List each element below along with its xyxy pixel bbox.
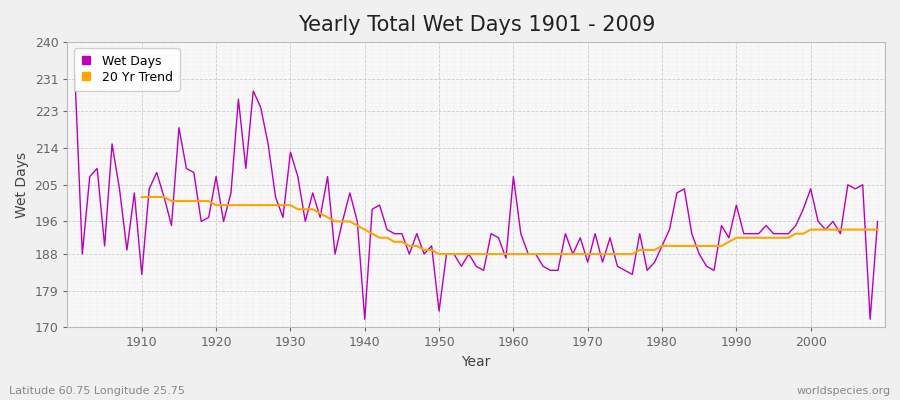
Title: Yearly Total Wet Days 1901 - 2009: Yearly Total Wet Days 1901 - 2009 (298, 15, 655, 35)
Legend: Wet Days, 20 Yr Trend: Wet Days, 20 Yr Trend (74, 48, 180, 91)
Text: worldspecies.org: worldspecies.org (796, 386, 891, 396)
X-axis label: Year: Year (462, 355, 490, 369)
Y-axis label: Wet Days: Wet Days (15, 152, 29, 218)
Text: Latitude 60.75 Longitude 25.75: Latitude 60.75 Longitude 25.75 (9, 386, 184, 396)
